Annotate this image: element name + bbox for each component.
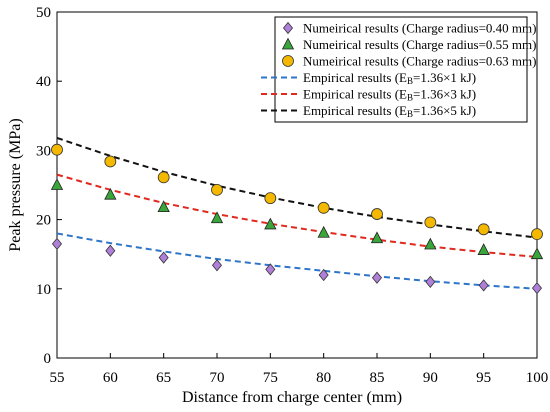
data-point-s1 [51, 237, 63, 250]
x-tick-label: 65 [156, 370, 171, 386]
data-point-s3 [531, 228, 543, 241]
data-point-s2 [530, 247, 544, 260]
data-point-s1 [105, 244, 116, 257]
legend-symbol [281, 37, 295, 50]
data-point-s1 [371, 271, 383, 284]
data-point-s2 [50, 178, 64, 190]
data-point-s1 [531, 281, 543, 295]
tick-labels: 0 10 20 30 40 50 55 60 65 70 75 80 85 90 95 100 [36, 5, 548, 386]
data-point-s2 [424, 237, 437, 250]
y-tick-label: 20 [36, 213, 51, 229]
legend-entry: Empirical results (EB=1.36×3 kJ) [303, 87, 476, 103]
x-tick-label: 85 [370, 370, 385, 386]
series-line-4 [56, 232, 538, 290]
data-point-s1 [265, 263, 276, 276]
x-tick-label: 75 [263, 370, 278, 386]
data-point-s1 [478, 279, 489, 292]
data-point-s1 [425, 275, 436, 289]
x-tick-label: 95 [476, 370, 491, 386]
y-tick-label: 40 [36, 74, 51, 90]
data-point-s3 [264, 192, 277, 205]
data-point-s3 [51, 143, 63, 156]
x-tick-label: 70 [210, 370, 225, 386]
x-tick-label: 90 [423, 370, 438, 386]
y-tick-label: 10 [36, 282, 51, 298]
data-point-s3 [104, 155, 117, 168]
data-point-s3 [211, 183, 223, 196]
series-line-5 [56, 173, 538, 258]
data-point-s2 [317, 225, 330, 238]
data-point-s3 [317, 201, 330, 214]
x-tick-label: 60 [103, 370, 118, 386]
data-point-s2 [370, 231, 384, 244]
legend-box [274, 16, 528, 123]
data-point-s1 [318, 268, 329, 282]
data-point-s1 [211, 259, 223, 272]
data-point-s2 [157, 200, 170, 213]
x-tick-label: 80 [316, 370, 331, 386]
data-point-s2 [104, 187, 117, 200]
data-point-s1 [158, 251, 169, 264]
data-point-s3 [477, 223, 490, 236]
data-point-s2 [210, 211, 224, 224]
legend-entry: Numeirical results (Charge radius=0.55 m… [303, 37, 536, 52]
data-point-s2 [264, 217, 277, 230]
x-tick-label: 100 [526, 370, 549, 386]
legend: Numeirical results (Charge radius=0.40 m… [261, 16, 536, 123]
data-point-s3 [424, 216, 437, 229]
series-layer [50, 136, 544, 295]
data-point-s3 [157, 171, 170, 184]
x-tick-label: 55 [50, 370, 65, 386]
legend-entry: Empirical results (EB=1.36×1 kJ) [303, 70, 476, 86]
legend-entry: Numeirical results (Charge radius=0.63 m… [303, 54, 536, 69]
y-tick-label: 0 [44, 351, 52, 367]
legend-symbol [282, 21, 294, 35]
y-axis-title: Peak pressure (MPa) [7, 118, 24, 251]
data-point-s2 [477, 243, 490, 255]
legend-entry: Empirical results (EB=1.36×5 kJ) [303, 103, 476, 119]
data-point-s3 [371, 208, 383, 220]
legend-entry: Numeirical results (Charge radius=0.40 m… [303, 21, 536, 36]
legend-symbol [282, 55, 294, 67]
y-tick-label: 30 [36, 143, 51, 159]
series-line-6 [56, 136, 538, 239]
x-axis-title: Distance from charge center (mm) [182, 389, 402, 406]
y-tick-label: 50 [36, 5, 51, 21]
